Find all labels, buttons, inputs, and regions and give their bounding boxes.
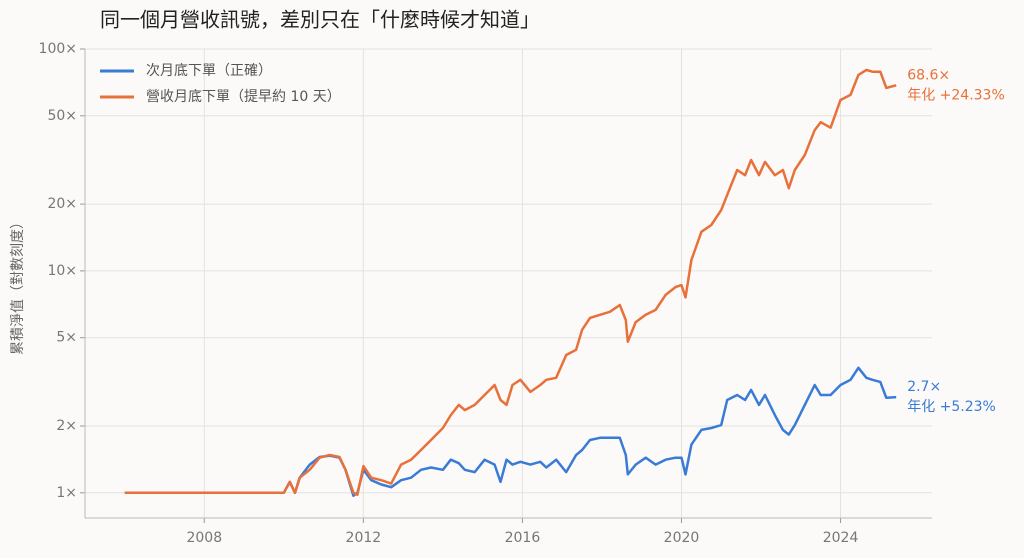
end-label: 年化 +24.33% <box>907 87 1005 103</box>
x-tick-label: 2024 <box>823 530 859 546</box>
end-label: 68.6× <box>907 67 950 83</box>
y-axis-label: 累積淨值（對數刻度） <box>10 215 26 355</box>
series-line <box>124 68 897 497</box>
legend-label: 次月底下單（正確） <box>146 63 272 79</box>
y-tick-label: 1× <box>56 485 77 501</box>
y-tick-label: 2× <box>56 418 77 434</box>
x-tick-label: 2012 <box>346 530 382 546</box>
x-tick-label: 2020 <box>664 530 700 546</box>
x-tick-label: 2008 <box>186 530 222 546</box>
y-tick-label: 50× <box>47 108 77 124</box>
end-label: 2.7× <box>907 379 941 395</box>
y-tick-label: 10× <box>47 263 77 279</box>
series-line <box>124 366 897 497</box>
x-tick-label: 2016 <box>505 530 541 546</box>
end-label: 年化 +5.23% <box>907 399 996 415</box>
y-tick-label: 20× <box>47 196 77 212</box>
y-tick-label: 100× <box>39 41 77 57</box>
chart-title: 同一個月營收訊號，差別只在「什麼時候才知道」 <box>100 8 540 32</box>
y-tick-label: 5× <box>56 330 77 346</box>
legend-label: 營收月底下單（提早約 10 天） <box>146 89 341 105</box>
